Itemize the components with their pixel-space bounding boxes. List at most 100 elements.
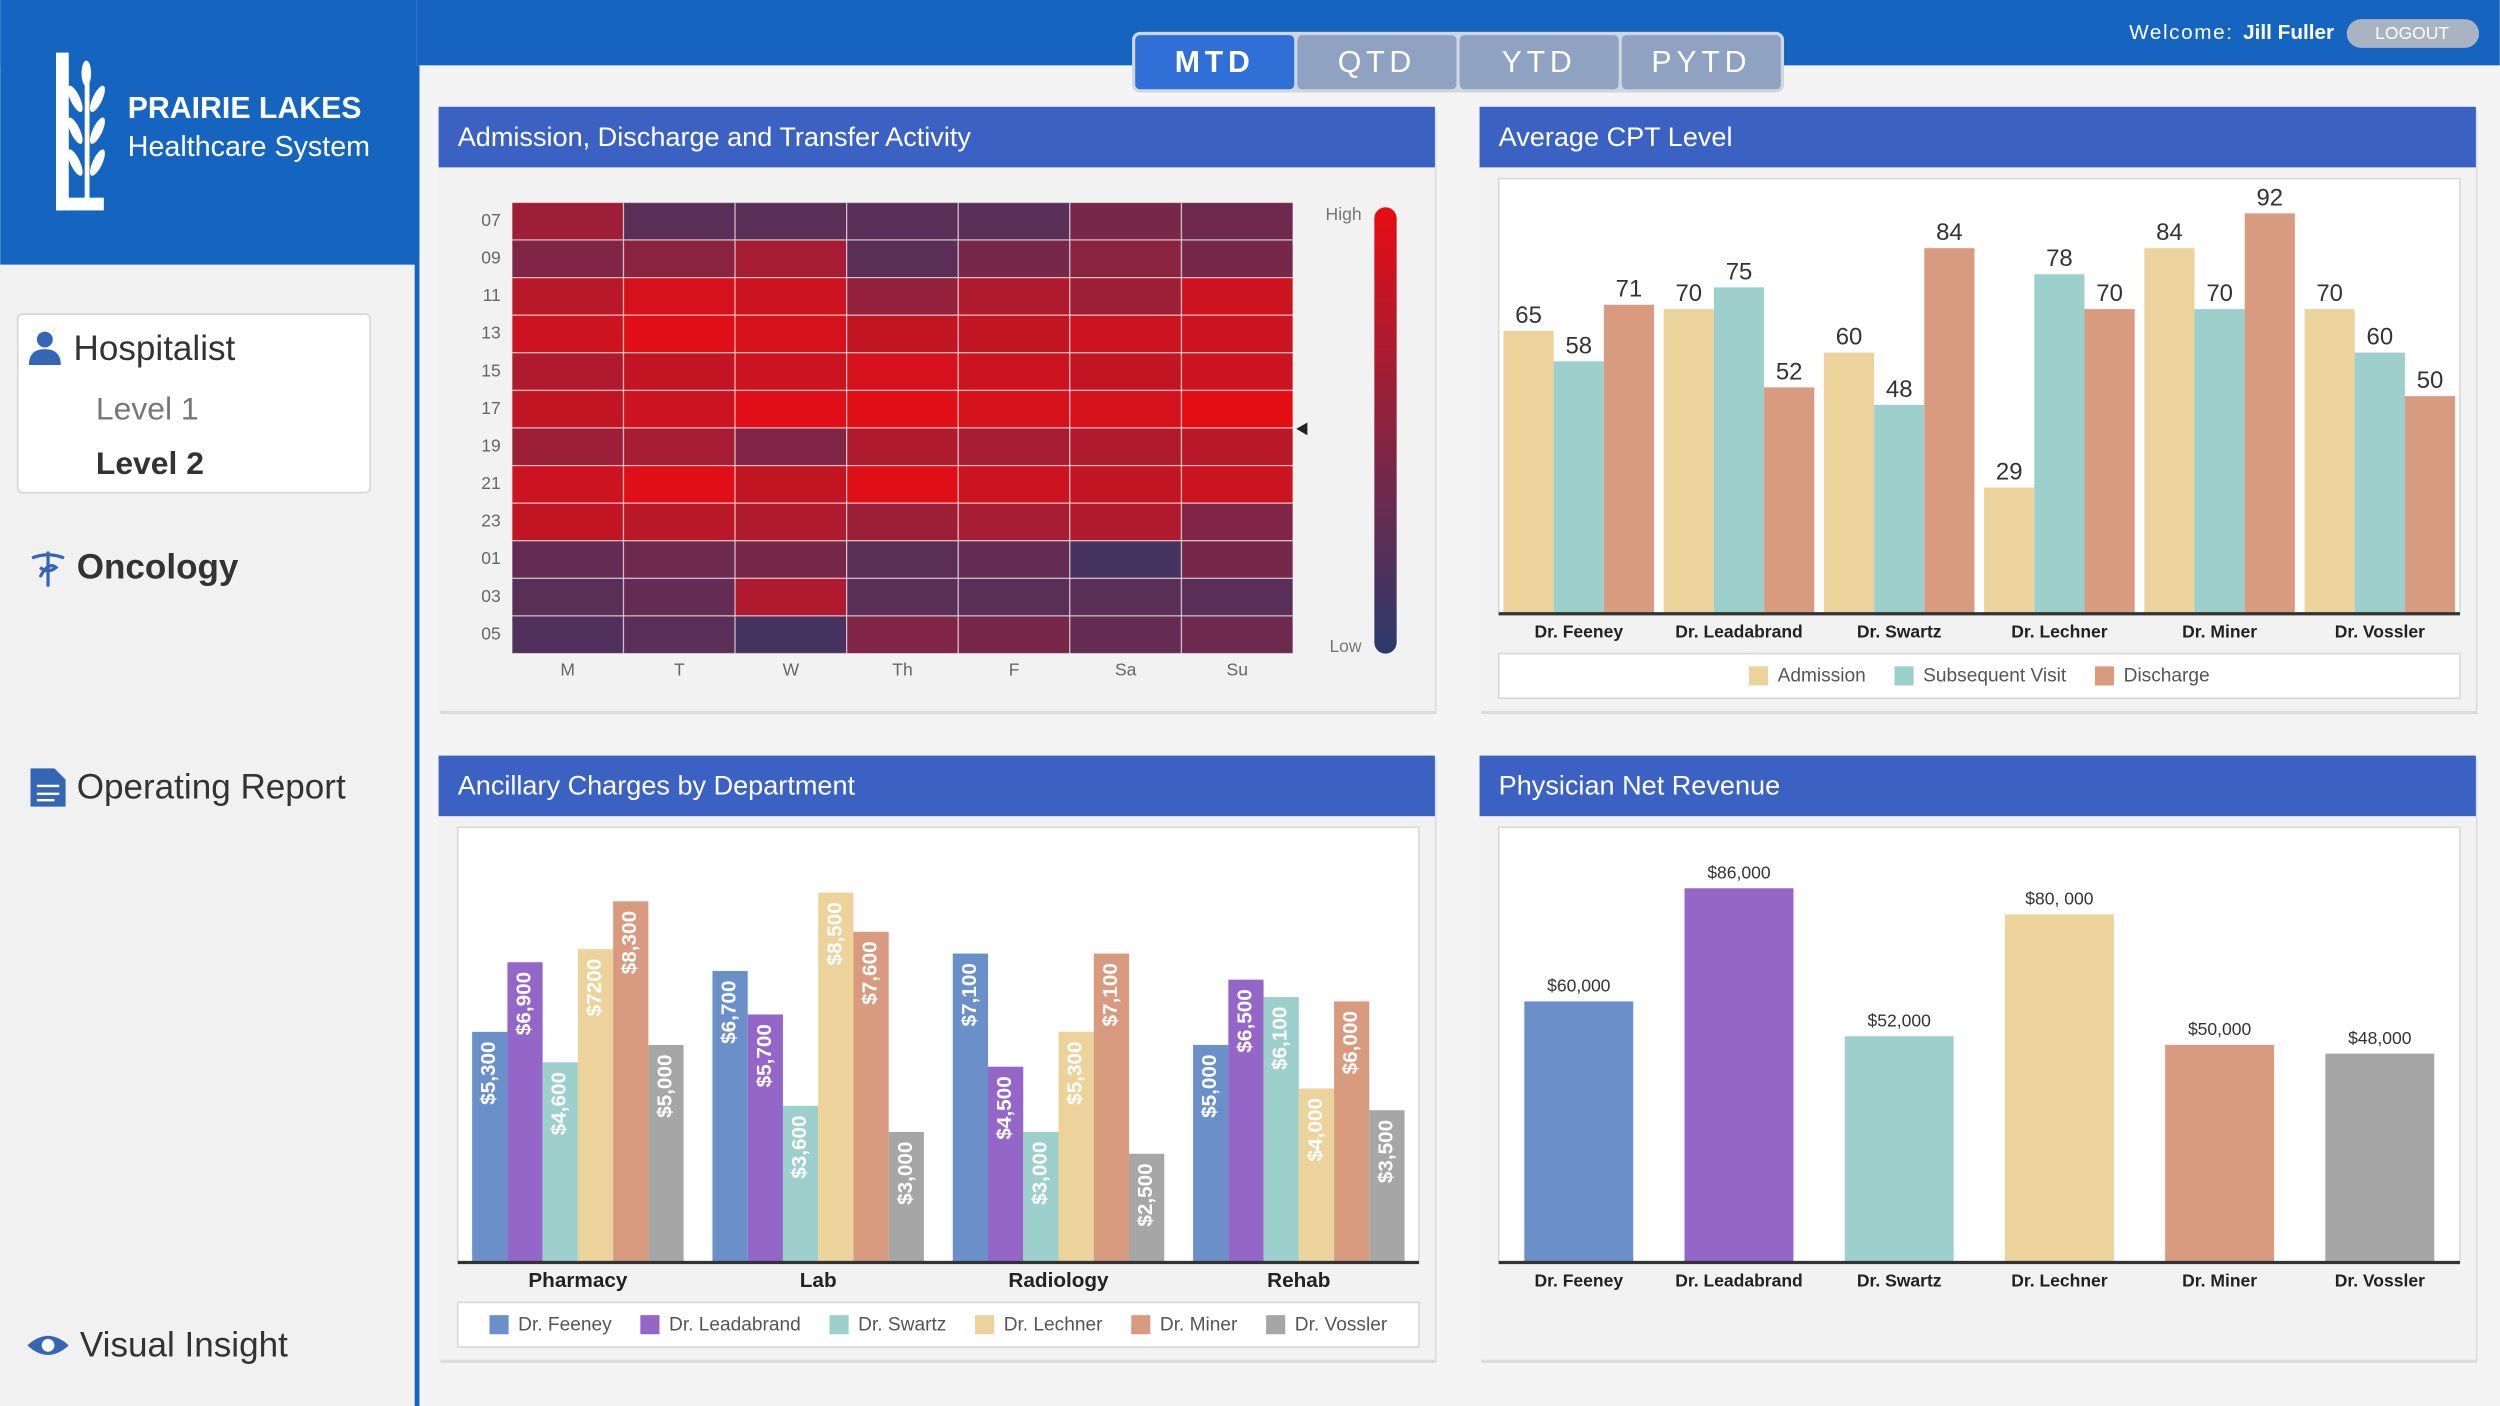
- legend-swatch: [975, 1315, 995, 1335]
- chart-panel: Ancillary Charges by Department $5,300 $6,…: [438, 755, 1437, 1363]
- heat-cell: [1069, 277, 1183, 316]
- insight-icon: [27, 1335, 69, 1355]
- heat-cell: [622, 427, 736, 467]
- legend-swatch: [1131, 1315, 1151, 1335]
- nav-item[interactable]: Visual Insight: [80, 1325, 288, 1364]
- bar: [1663, 309, 1714, 614]
- colorbar-high-label: High: [1326, 204, 1362, 224]
- bar: [2325, 1053, 2435, 1263]
- heat-cell: [957, 389, 1071, 429]
- logo-icon: [56, 52, 105, 211]
- tab[interactable]: [1621, 35, 1781, 90]
- nav-item[interactable]: Hospitalist: [74, 329, 236, 368]
- legend-label: Dr. Miner: [1160, 1315, 1238, 1336]
- value-label: 60: [2367, 324, 2394, 351]
- bar: [952, 953, 989, 1263]
- value-label: $7200: [583, 959, 606, 1017]
- logout-button[interactable]: [2346, 19, 2480, 48]
- value-label: 78: [2046, 245, 2073, 272]
- heat-cell: [1180, 502, 1294, 542]
- legend-label: Dr. Vossler: [1295, 1315, 1388, 1336]
- bar: [613, 901, 649, 1263]
- heat-cell: [1069, 502, 1183, 542]
- heat-cell: [846, 427, 959, 467]
- chart-panel: Physician Net Revenue $60,000 $86,000 $52,0…: [1479, 755, 2478, 1363]
- tab-label[interactable]: PYTD: [1651, 46, 1751, 79]
- heat-cell: [622, 464, 736, 504]
- heat-cell: [1180, 427, 1294, 467]
- heat-cell: [1069, 577, 1183, 617]
- nav-subitem[interactable]: Level 2: [96, 445, 204, 481]
- heat-cell: [846, 352, 959, 392]
- y-tick-label: 01: [481, 548, 500, 568]
- bar: [853, 931, 889, 1263]
- bar: [472, 1031, 508, 1263]
- hospitalist-box: [16, 313, 371, 494]
- value-label: 84: [2156, 219, 2183, 246]
- hospitalist-icon: [28, 331, 61, 366]
- heat-cell: [1069, 540, 1183, 580]
- bar: [507, 962, 543, 1263]
- tab[interactable]: [1297, 35, 1457, 90]
- x-tick-label: Th: [892, 660, 912, 680]
- heat-cell: [957, 615, 1071, 655]
- x-tick-label: Rehab: [1267, 1269, 1330, 1292]
- bar: [2165, 1044, 2275, 1263]
- nav-item[interactable]: Operating Report: [77, 767, 346, 806]
- bar: [2404, 396, 2456, 614]
- heat-cell: [511, 464, 625, 504]
- heat-cell: [734, 615, 848, 655]
- heat-cell: [734, 577, 848, 617]
- bar: [747, 1014, 783, 1263]
- logout-label[interactable]: LOGOUT: [2375, 23, 2449, 43]
- heat-cell: [511, 502, 625, 542]
- tab-label[interactable]: MTD: [1175, 46, 1255, 79]
- legend-swatch: [1894, 666, 1914, 686]
- heat-cell: [734, 389, 848, 429]
- heat-cell: [957, 352, 1071, 392]
- value-label: $3,600: [788, 1115, 811, 1178]
- legend-box: [456, 1301, 1420, 1348]
- x-tick-label: Radiology: [1008, 1269, 1109, 1292]
- legend-swatch: [640, 1315, 660, 1335]
- bar: [1713, 287, 1765, 614]
- bar: [2034, 274, 2085, 614]
- y-tick-label: 03: [481, 586, 500, 606]
- x-tick-label: Dr. Miner: [2182, 621, 2257, 641]
- heat-cell: [846, 577, 959, 617]
- value-label: 52: [1776, 358, 1803, 385]
- tab[interactable]: [1459, 35, 1619, 90]
- value-label: $5,700: [753, 1024, 776, 1087]
- x-tick-label: Dr. Swartz: [1857, 621, 1942, 641]
- bar: [1524, 1001, 1634, 1263]
- period-tabs: MTD QTD YTD PYTD: [1132, 31, 1785, 93]
- heat-cell: [846, 615, 959, 655]
- heat-cell: [511, 615, 625, 655]
- colorbar: [1374, 207, 1397, 654]
- bar: [2244, 213, 2295, 614]
- value-label: $48,000: [2348, 1028, 2412, 1048]
- value-label: 70: [1675, 280, 1702, 307]
- bar: [2354, 352, 2405, 614]
- tab-label[interactable]: QTD: [1338, 46, 1416, 79]
- logo-block: [0, 0, 417, 265]
- nav-item[interactable]: Oncology: [77, 547, 239, 586]
- value-label: 92: [2257, 184, 2284, 211]
- bar: [2144, 248, 2195, 614]
- value-label: $6,500: [1233, 989, 1256, 1052]
- value-label: 48: [1886, 376, 1913, 403]
- tab[interactable]: [1135, 35, 1295, 90]
- y-tick-label: 09: [481, 247, 500, 267]
- x-tick-label: Dr. Leadabrand: [1675, 1270, 1803, 1290]
- value-label: $50,000: [2188, 1019, 2252, 1039]
- heat-cell: [1069, 239, 1183, 279]
- bar: [542, 1062, 578, 1263]
- tab-label[interactable]: YTD: [1502, 46, 1577, 79]
- heat-cell: [734, 427, 848, 467]
- bar: [1128, 1153, 1165, 1263]
- bar: [1023, 1131, 1059, 1263]
- x-tick-label: Dr. Lechner: [2011, 1270, 2108, 1290]
- nav-subitem[interactable]: Level 1: [96, 391, 199, 427]
